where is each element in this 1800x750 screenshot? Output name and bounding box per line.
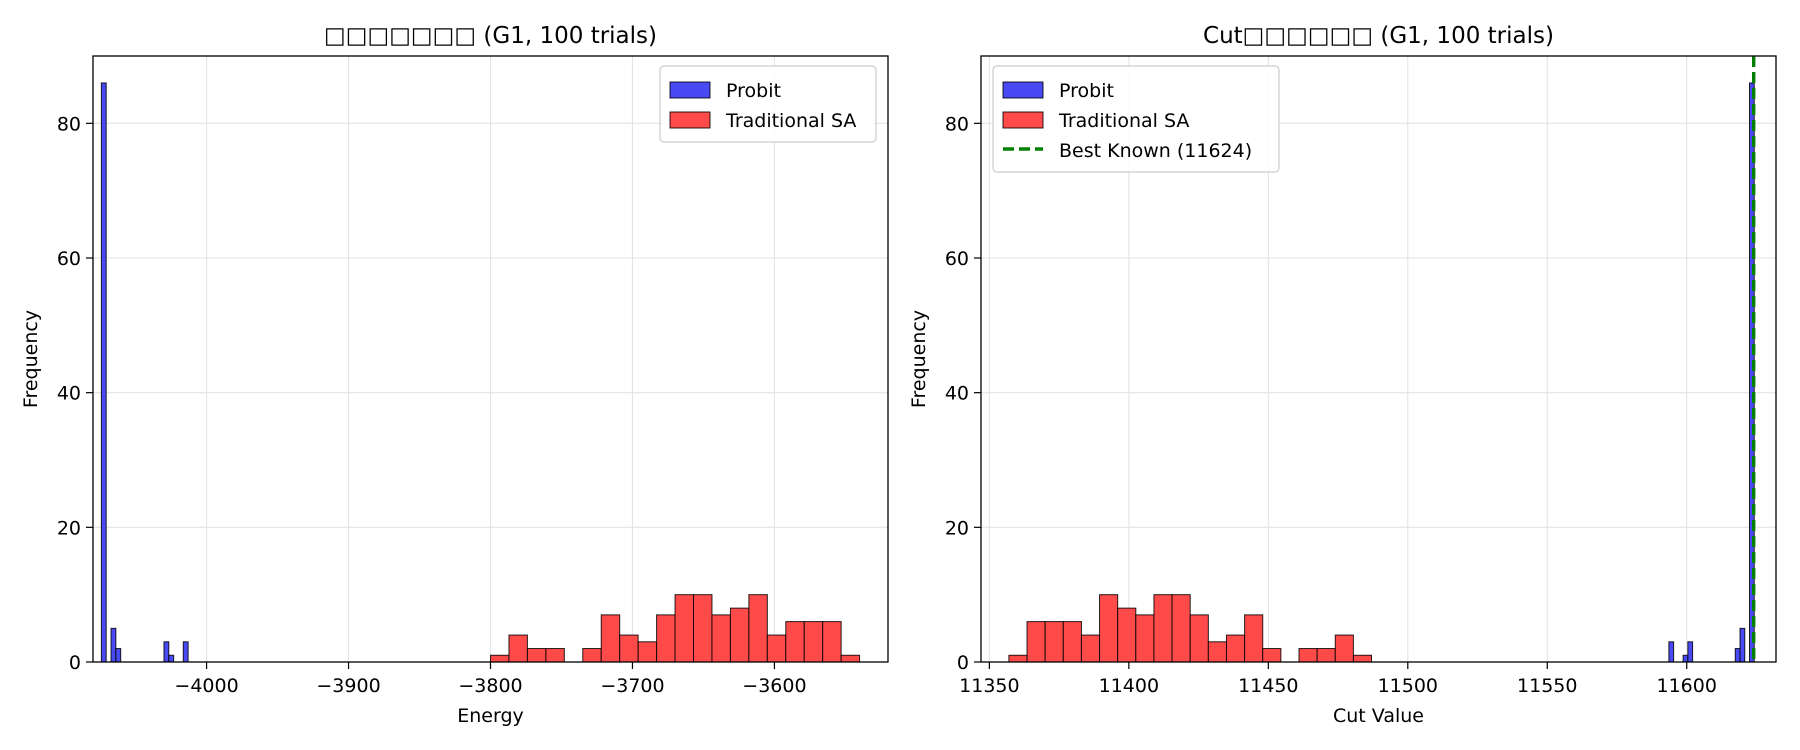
bar-traditional-sa — [1352, 654, 1373, 663]
legend-box — [992, 65, 1280, 173]
bar-traditional-sa — [1334, 634, 1354, 663]
bar-traditional-sa — [711, 614, 731, 663]
bar-traditional-sa — [637, 641, 658, 663]
legend-label: Traditional SA — [1058, 110, 1189, 132]
legend-swatch — [1002, 81, 1044, 99]
bar-traditional-sa — [1099, 594, 1119, 663]
x-tick-label: 11600 — [1657, 675, 1717, 697]
bar-probit — [1739, 627, 1746, 663]
bar-traditional-sa — [766, 634, 787, 663]
bar-traditional-sa — [1244, 614, 1264, 663]
bar-traditional-sa — [1298, 648, 1318, 663]
y-axis-label: Frequency — [908, 310, 930, 408]
x-axis-label: Energy — [457, 705, 524, 727]
legend-label: Traditional SA — [725, 110, 856, 132]
bar-traditional-sa — [1135, 614, 1155, 663]
x-tick-label: −3800 — [458, 675, 522, 697]
bar-traditional-sa — [803, 621, 824, 663]
legend-label: Probit — [726, 80, 781, 102]
chart-title: Cut□□□□□□ (G1, 100 trials) — [1203, 23, 1554, 49]
x-tick-label: 11350 — [959, 675, 1019, 697]
x-tick-label: −3900 — [316, 675, 380, 697]
legend-label: Probit — [1059, 80, 1114, 102]
legend: Probit Traditional SA Best Known (11624) — [992, 65, 1280, 173]
bar-traditional-sa — [748, 594, 768, 663]
bar-traditional-sa — [490, 654, 510, 663]
bar-probit — [1682, 654, 1689, 663]
x-tick-label: 11450 — [1238, 675, 1298, 697]
bar-traditional-sa — [785, 621, 805, 663]
legend-swatch — [1002, 111, 1044, 129]
energy-histogram-panel: −4000 −3900 −3800 −3700 −3600 0 20 40 60 80 □□□□… — [20, 23, 889, 727]
bar-traditional-sa — [840, 654, 861, 663]
y-tick-label: 60 — [57, 248, 81, 270]
legend-swatch — [669, 81, 711, 99]
bar-traditional-sa — [1171, 594, 1191, 663]
y-tick-label: 0 — [957, 652, 969, 674]
y-tick-label: 20 — [945, 517, 969, 539]
bar-traditional-sa — [1207, 641, 1227, 663]
y-tick-label: 40 — [945, 383, 969, 405]
legend-label: Best Known (11624) — [1059, 140, 1252, 162]
bar-traditional-sa — [1062, 621, 1082, 663]
bar-traditional-sa — [600, 614, 621, 663]
y-tick-label: 20 — [57, 517, 81, 539]
bar-traditional-sa — [619, 634, 639, 663]
bar-probit — [182, 641, 189, 663]
y-tick-label: 40 — [57, 383, 81, 405]
x-tick-label: −3700 — [600, 675, 664, 697]
bar-probit — [1668, 641, 1675, 663]
bar-traditional-sa — [1316, 648, 1336, 663]
axes-frame — [980, 55, 1777, 663]
bar-traditional-sa — [1262, 648, 1282, 663]
y-axis-label: Frequency — [20, 310, 42, 408]
bar-traditional-sa — [822, 621, 842, 663]
y-tick-label: 60 — [945, 248, 969, 270]
x-tick-label: 11500 — [1378, 675, 1438, 697]
y-tick-label: 0 — [69, 652, 81, 674]
x-tick-label: 11550 — [1517, 675, 1577, 697]
bar-traditional-sa — [1026, 621, 1046, 663]
bar-traditional-sa — [545, 648, 565, 663]
bar-probit — [115, 648, 122, 663]
cut-value-histogram-panel: 11350 11400 11450 11500 11550 11600 0 20 40 60 80… — [908, 23, 1777, 727]
bar-traditional-sa — [1225, 634, 1246, 663]
bar-probit — [110, 627, 117, 663]
x-axis-ticks: 11350 11400 11450 11500 11550 11600 — [959, 662, 1717, 697]
bar-traditional-sa — [656, 614, 676, 663]
histogram-bars — [100, 82, 861, 663]
bar-traditional-sa — [693, 594, 713, 663]
x-axis-label: Cut Value — [1333, 705, 1424, 727]
legend-swatch — [669, 111, 711, 129]
y-axis-ticks: 0 20 40 60 80 — [945, 113, 981, 674]
x-tick-label: −4000 — [174, 675, 238, 697]
bar-traditional-sa — [1117, 607, 1137, 663]
bar-traditional-sa — [674, 594, 695, 663]
chart-title: □□□□□□□ (G1, 100 trials) — [324, 23, 657, 49]
y-axis-ticks: 0 20 40 60 80 — [57, 113, 93, 674]
bar-traditional-sa — [582, 648, 602, 663]
y-tick-label: 80 — [945, 113, 969, 135]
bar-probit — [1734, 648, 1741, 663]
histogram-bars — [1008, 82, 1755, 663]
legend: Probit Traditional SA — [659, 65, 877, 143]
bar-traditional-sa — [526, 648, 547, 663]
bar-probit — [1687, 641, 1694, 663]
x-tick-label: −3600 — [742, 675, 806, 697]
legend-box — [659, 65, 877, 143]
bar-traditional-sa — [729, 607, 750, 663]
bar-traditional-sa — [1080, 634, 1101, 663]
y-tick-label: 80 — [57, 113, 81, 135]
bar-traditional-sa — [1008, 654, 1028, 663]
bar-probit — [100, 82, 107, 663]
bar-probit — [163, 641, 170, 663]
bar-traditional-sa — [1189, 614, 1209, 663]
x-axis-ticks: −4000 −3900 −3800 −3700 −3600 — [174, 662, 807, 697]
bar-traditional-sa — [1044, 621, 1064, 663]
bar-traditional-sa — [508, 634, 528, 663]
x-tick-label: 11400 — [1099, 675, 1159, 697]
bar-probit — [168, 654, 175, 663]
bar-traditional-sa — [1153, 594, 1173, 663]
